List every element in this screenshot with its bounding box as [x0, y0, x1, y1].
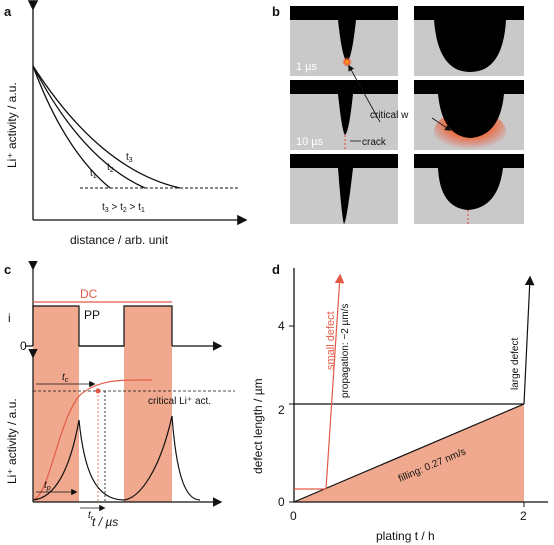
dc-label: DC	[80, 287, 98, 301]
critical-label: critical Li⁺ act.	[148, 396, 211, 407]
c-xlabel: t / µs	[92, 515, 118, 529]
panel-c: c i 0 DC PP Li⁺ activity / a.u. t / µs c…	[4, 260, 235, 529]
panel-a-xlabel: distance / arb. unit	[70, 233, 169, 247]
small-defect-label: small defect	[325, 311, 337, 370]
pp-activity-curve	[32, 415, 201, 501]
label-critical-w: critical w	[370, 110, 409, 121]
c-zero-label: 0	[20, 339, 27, 353]
label-10us: 10 µs	[296, 136, 324, 148]
d-xtick-2: 2	[520, 509, 527, 523]
label-crack: crack	[362, 137, 387, 148]
large-defect-spike	[523, 275, 535, 405]
label-t1: t1	[90, 168, 97, 180]
tc-label: tc	[62, 372, 69, 384]
pp-waveform	[32, 305, 173, 347]
panel-d-letter: d	[272, 262, 280, 277]
d-ylabel: defect length / µm	[251, 378, 265, 474]
panel-a-letter: a	[4, 4, 12, 19]
d-xlabel: plating t / h	[376, 529, 435, 543]
pp-label: PP	[84, 308, 100, 322]
curve-t1	[32, 65, 111, 189]
c-i-label: i	[8, 311, 11, 325]
label-t2: t2	[107, 162, 114, 174]
label-1us: 1 µs	[296, 61, 318, 73]
d-xtick-0: 0	[290, 509, 297, 523]
panel-c-letter: c	[4, 262, 11, 277]
tp-label: tp	[44, 480, 51, 492]
panel-a-order: t3 > t2 > t1	[102, 202, 145, 214]
panel-b-letter: b	[272, 4, 280, 19]
dc-activity-curve	[32, 379, 153, 501]
panel-a: a Li⁺ activity / a.u. distance / arb. un…	[4, 0, 248, 247]
tr-label: tr	[88, 510, 94, 522]
c-ylabel: Li⁺ activity / a.u.	[5, 398, 19, 484]
curve-t3	[32, 65, 181, 189]
small-defect-spike	[325, 273, 345, 490]
propagation-label: propagation: ~2 µm/s	[340, 304, 351, 398]
label-t3: t3	[126, 152, 133, 164]
pulse-2	[124, 306, 172, 502]
panel-d: d 0 2 4 0 2 defect length / µm plating t…	[251, 262, 548, 543]
pulse-1	[33, 306, 79, 502]
large-defect-label: large defect	[510, 338, 521, 390]
panel-b: b 1 µs 10 µs crack critical w	[272, 4, 524, 224]
d-ytick-2: 2	[278, 403, 285, 417]
filling-line	[293, 403, 525, 503]
d-ytick-0: 0	[278, 495, 285, 509]
d-ytick-4: 4	[278, 319, 285, 333]
panel-a-ylabel: Li⁺ activity / a.u.	[5, 82, 19, 168]
curve-t2	[32, 65, 146, 189]
